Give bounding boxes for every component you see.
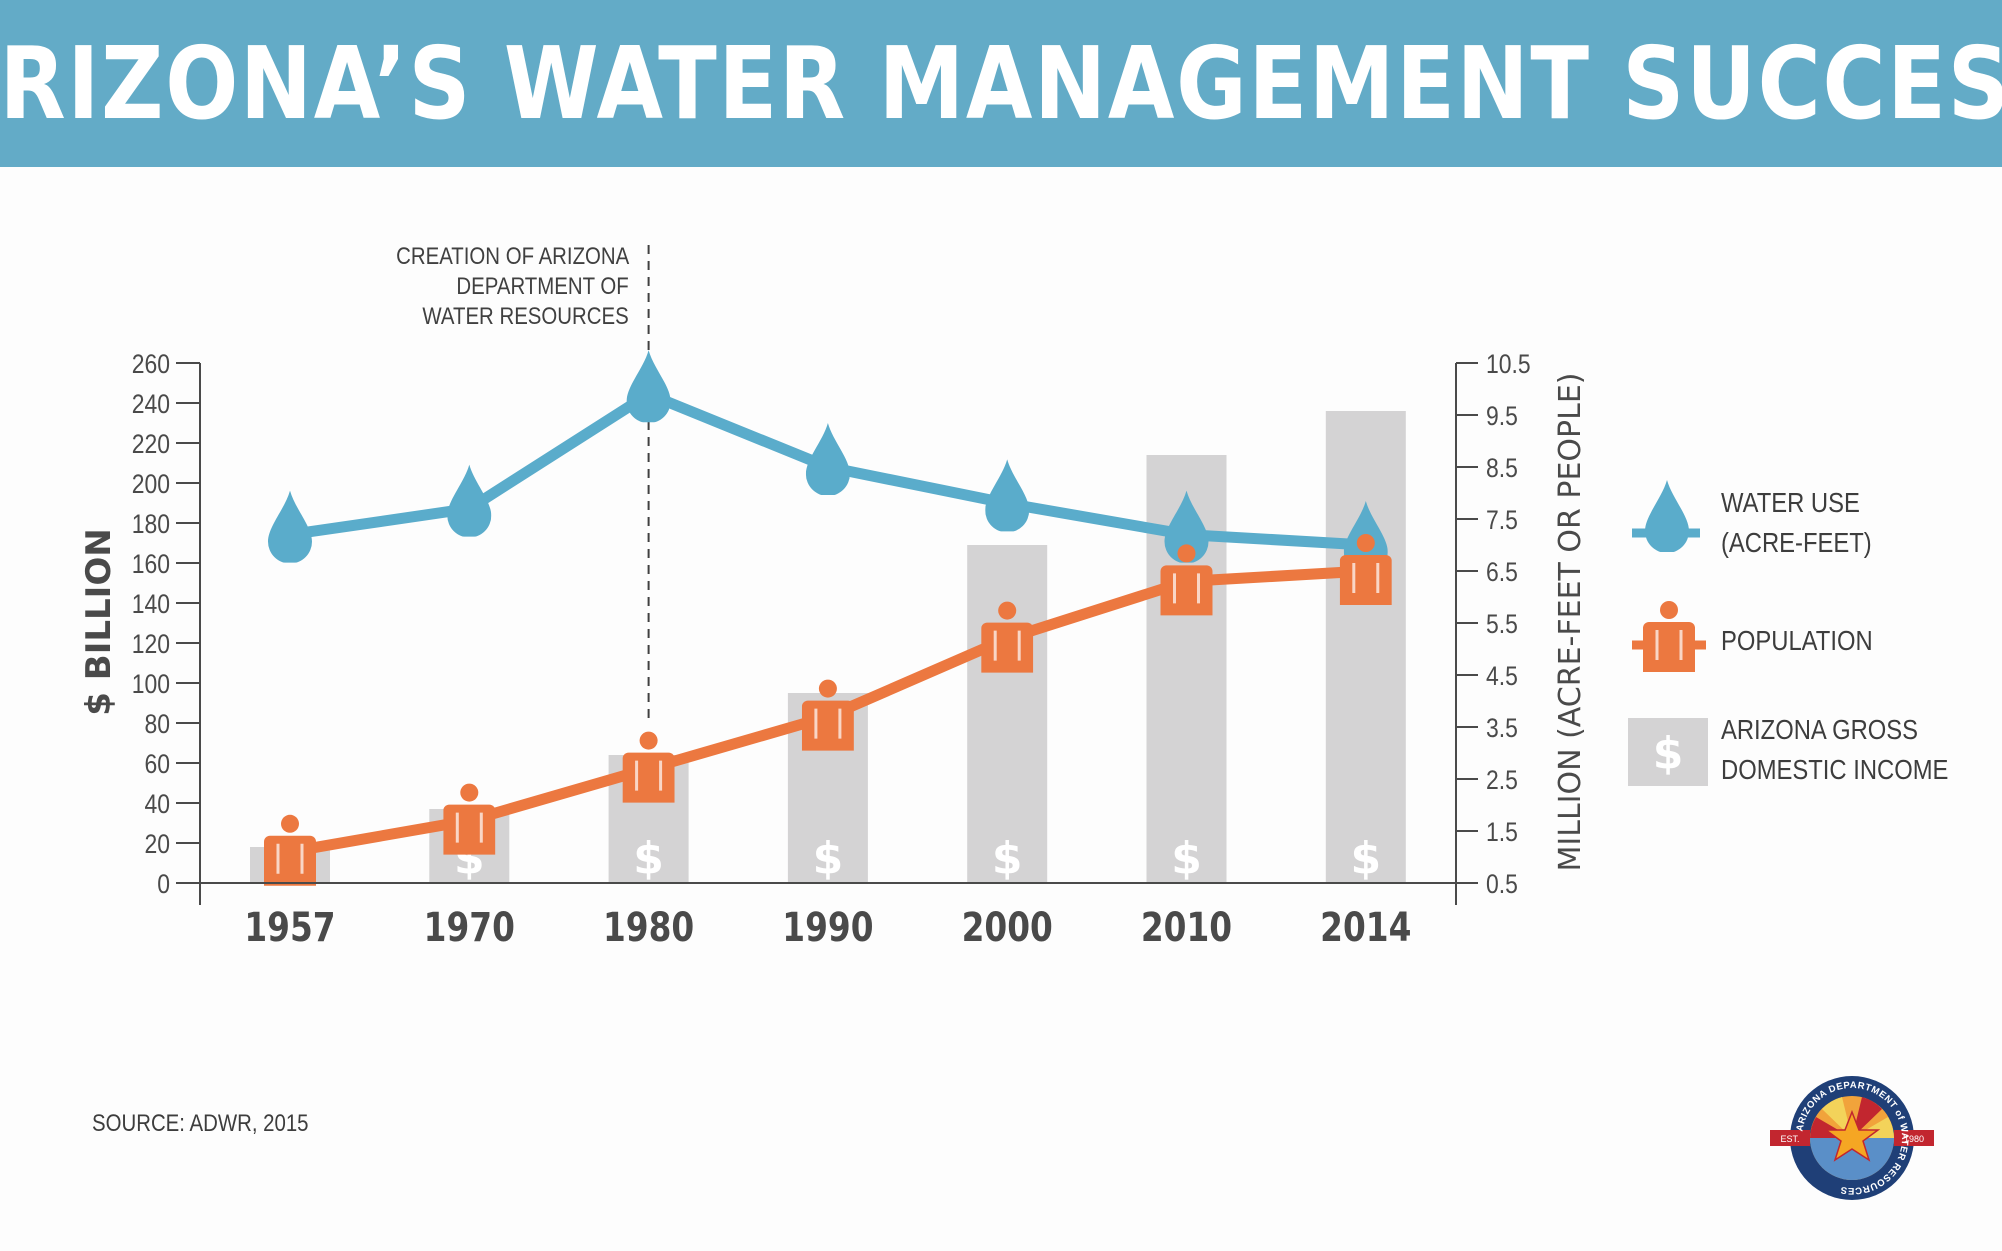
- y-right-tick-label: 2.5: [1486, 765, 1518, 795]
- dollar-icon: $: [813, 833, 844, 884]
- legend-dollar-icon: $: [1653, 728, 1684, 779]
- y-left-tick-label: 100: [132, 669, 170, 699]
- logo-est-year: 1980: [1904, 1134, 1924, 1144]
- y-left-tick-label: 40: [144, 789, 170, 819]
- source-note: SOURCE: ADWR, 2015: [92, 1110, 309, 1137]
- x-tick-label: 2014: [1320, 904, 1411, 951]
- y-right-tick-label: 8.5: [1486, 453, 1518, 483]
- legend: $: [1628, 480, 1708, 786]
- legend-water-label-line1: WATER USE: [1721, 487, 1860, 518]
- legend-water-drop-icon: [1645, 480, 1689, 552]
- x-tick-label: 1957: [244, 904, 335, 951]
- water-series: [268, 350, 1388, 573]
- y-right-tick-label: 3.5: [1486, 713, 1518, 743]
- y-right-tick-label: 1.5: [1486, 817, 1518, 847]
- annotation-line: DEPARTMENT OF: [456, 273, 629, 300]
- x-tick-label: 1970: [424, 904, 515, 951]
- adwr-logo: EST. 1980 ARIZONA DEPARTMENT of WATER RE…: [1770, 1076, 1934, 1200]
- y-left-tick-label: 260: [132, 349, 170, 379]
- y-right-tick-label: 0.5: [1486, 869, 1518, 899]
- x-tick-label: 2000: [962, 904, 1053, 951]
- person-icon: [622, 730, 675, 805]
- y-left-tick-label: 240: [132, 389, 170, 419]
- dollar-icon: $: [992, 833, 1023, 884]
- y-left-tick-label: 200: [132, 469, 170, 499]
- y-right-tick-label: 9.5: [1486, 401, 1518, 431]
- axes-layer: 0 20 40 60 80 100 120 140 160 180 200 220 240 260 0.5 1…: [132, 349, 1531, 951]
- y-left-tick-label: 20: [144, 829, 170, 859]
- logo-est-label: EST.: [1780, 1134, 1799, 1144]
- title-banner: ARIZONA’S WATER MANAGEMENT SUCCESS: [0, 0, 2002, 167]
- legend-gdi-swatch: [1628, 718, 1708, 786]
- y-right-tick-label: 5.5: [1486, 609, 1518, 639]
- person-icon: [801, 678, 854, 753]
- dollar-icon: $: [1350, 833, 1381, 884]
- water-drop-icon: [268, 490, 312, 563]
- y-right-tick-label: 6.5: [1486, 557, 1518, 587]
- person-icon: [264, 813, 316, 888]
- water-drop-icon: [985, 459, 1030, 532]
- x-tick-label: 1980: [603, 904, 694, 951]
- water-drop-icon: [805, 423, 850, 495]
- annotation-line: WATER RESOURCES: [422, 303, 629, 330]
- y-left-tick-label: 80: [144, 709, 170, 739]
- population-series: [264, 533, 1392, 888]
- x-tick-label: 2010: [1141, 904, 1232, 951]
- y-right-tick-label: 7.5: [1486, 505, 1518, 535]
- dollar-icon: $: [633, 833, 664, 884]
- legend-gdi-label-line2: DOMESTIC INCOME: [1721, 754, 1949, 785]
- dollar-icon: $: [1171, 833, 1202, 884]
- y-left-tick-label: 220: [132, 429, 170, 459]
- y-left-tick-label: 120: [132, 629, 170, 659]
- legend-water-label-line2: (ACRE-FEET): [1721, 527, 1872, 558]
- y-left-tick-label: 140: [132, 589, 170, 619]
- y-axis-left-label: $ BILLION: [79, 528, 119, 715]
- person-icon: [443, 782, 496, 857]
- gdi-bar: [1325, 411, 1406, 883]
- legend-population-label: POPULATION: [1721, 625, 1873, 656]
- water-drop-icon: [447, 464, 492, 537]
- x-tick-label: 1990: [782, 904, 873, 951]
- y-left-tick-label: 60: [144, 749, 170, 779]
- y-axis-right-label: MILLION (ACRE-FEET OR PEOPLE): [1553, 372, 1588, 871]
- legend-person-icon: [1643, 600, 1695, 674]
- y-left-tick-label: 180: [132, 509, 170, 539]
- page-title: ARIZONA’S WATER MANAGEMENT SUCCESS: [0, 25, 2002, 142]
- legend-gdi-label-line1: ARIZONA GROSS: [1721, 714, 1919, 745]
- y-left-tick-label: 160: [132, 549, 170, 579]
- water-drop-icon: [626, 350, 671, 423]
- gdi-bar: [967, 545, 1048, 883]
- annotation-line: CREATION OF ARIZONA: [395, 243, 629, 270]
- y-left-tick-label: 0: [157, 869, 170, 899]
- y-right-tick-label: 10.5: [1486, 349, 1531, 379]
- y-right-tick-label: 4.5: [1486, 661, 1518, 691]
